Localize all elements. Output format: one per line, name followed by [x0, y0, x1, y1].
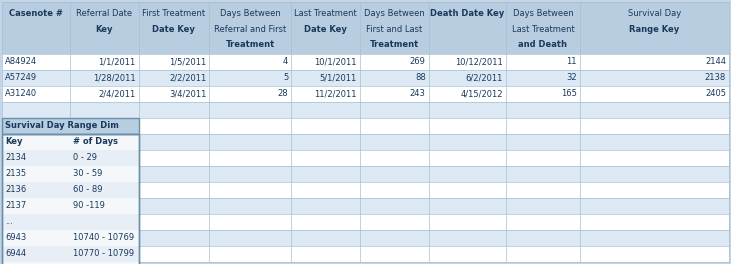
Bar — [2, 230, 729, 246]
Text: A84924: A84924 — [5, 58, 37, 67]
Text: Days Between: Days Between — [364, 9, 425, 18]
Bar — [2, 86, 729, 102]
Bar — [2, 166, 139, 182]
Text: 4/15/2012: 4/15/2012 — [461, 89, 503, 98]
Text: 5: 5 — [283, 73, 288, 82]
Text: First Treatment: First Treatment — [143, 9, 205, 18]
Text: A31240: A31240 — [5, 89, 37, 98]
Text: 2144: 2144 — [705, 58, 726, 67]
Text: 60 - 89: 60 - 89 — [72, 186, 102, 195]
Bar — [2, 134, 139, 264]
Bar — [2, 150, 139, 166]
Text: 5/1/2011: 5/1/2011 — [319, 73, 357, 82]
Bar — [2, 246, 729, 262]
Text: 10/1/2011: 10/1/2011 — [314, 58, 357, 67]
Text: 2135: 2135 — [5, 169, 26, 178]
Text: Days Between: Days Between — [512, 9, 573, 18]
Text: Date Key: Date Key — [304, 25, 347, 34]
Bar — [2, 118, 139, 134]
Text: 2405: 2405 — [705, 89, 726, 98]
Bar — [2, 198, 729, 214]
Bar — [2, 262, 139, 264]
Bar — [2, 198, 139, 214]
Text: Range Key: Range Key — [629, 25, 680, 34]
Text: ...: ... — [5, 218, 13, 227]
Bar — [2, 214, 139, 230]
Text: Casenote #: Casenote # — [9, 9, 63, 18]
Text: 6/2/2011: 6/2/2011 — [466, 73, 503, 82]
Text: Survival Day Range Dim: Survival Day Range Dim — [5, 121, 119, 130]
Text: 0 - 29: 0 - 29 — [72, 153, 96, 163]
Text: Treatment: Treatment — [370, 40, 419, 49]
Bar — [2, 246, 139, 262]
Text: 88: 88 — [415, 73, 425, 82]
Text: Days Between: Days Between — [220, 9, 281, 18]
Text: A57249: A57249 — [5, 73, 37, 82]
Bar — [2, 182, 729, 198]
Text: 243: 243 — [410, 89, 425, 98]
Text: 11: 11 — [567, 58, 577, 67]
Bar — [2, 134, 139, 264]
Text: First and Last: First and Last — [366, 25, 423, 34]
Bar — [2, 134, 139, 264]
Text: 90 -119: 90 -119 — [72, 201, 105, 210]
Text: Death Date Key: Death Date Key — [430, 9, 504, 18]
Text: 2138: 2138 — [705, 73, 726, 82]
Bar — [2, 54, 729, 70]
Text: 165: 165 — [561, 89, 577, 98]
Text: Referral and First: Referral and First — [214, 25, 287, 34]
Bar — [2, 70, 729, 86]
Text: 1/28/2011: 1/28/2011 — [93, 73, 136, 82]
Text: 3/4/2011: 3/4/2011 — [169, 89, 206, 98]
Text: and Death: and Death — [518, 40, 567, 49]
Text: 2136: 2136 — [5, 186, 26, 195]
Text: 269: 269 — [410, 58, 425, 67]
Bar — [2, 134, 139, 150]
Text: 2/4/2011: 2/4/2011 — [99, 89, 136, 98]
Text: 2134: 2134 — [5, 153, 26, 163]
Text: 2/2/2011: 2/2/2011 — [169, 73, 206, 82]
Text: 10770 - 10799: 10770 - 10799 — [72, 249, 134, 258]
Text: Last Treatment: Last Treatment — [512, 25, 575, 34]
Bar — [2, 2, 729, 54]
Text: 30 - 59: 30 - 59 — [72, 169, 102, 178]
Text: 28: 28 — [278, 89, 288, 98]
Bar — [2, 118, 729, 134]
Text: 32: 32 — [567, 73, 577, 82]
Text: 11/2/2011: 11/2/2011 — [314, 89, 357, 98]
Text: Key: Key — [95, 25, 113, 34]
Text: Last Treatment: Last Treatment — [294, 9, 357, 18]
Bar — [2, 134, 729, 150]
Text: Referral Date: Referral Date — [76, 9, 132, 18]
Text: 6944: 6944 — [5, 249, 26, 258]
Text: 10/12/2011: 10/12/2011 — [455, 58, 503, 67]
Text: Date Key: Date Key — [153, 25, 195, 34]
Bar — [2, 230, 139, 246]
Text: Treatment: Treatment — [226, 40, 275, 49]
Bar — [2, 214, 729, 230]
Bar — [2, 182, 139, 198]
Text: 2137: 2137 — [5, 201, 26, 210]
Bar — [2, 118, 139, 134]
Text: 4: 4 — [283, 58, 288, 67]
Text: 1/1/2011: 1/1/2011 — [99, 58, 136, 67]
Text: 6943: 6943 — [5, 233, 26, 243]
Text: 10740 - 10769: 10740 - 10769 — [72, 233, 134, 243]
Bar — [2, 150, 729, 166]
Text: # of Days: # of Days — [72, 138, 118, 147]
Text: Key: Key — [5, 138, 23, 147]
Text: Survival Day: Survival Day — [628, 9, 681, 18]
Bar — [2, 102, 729, 118]
Text: 1/5/2011: 1/5/2011 — [169, 58, 206, 67]
Bar — [2, 166, 729, 182]
